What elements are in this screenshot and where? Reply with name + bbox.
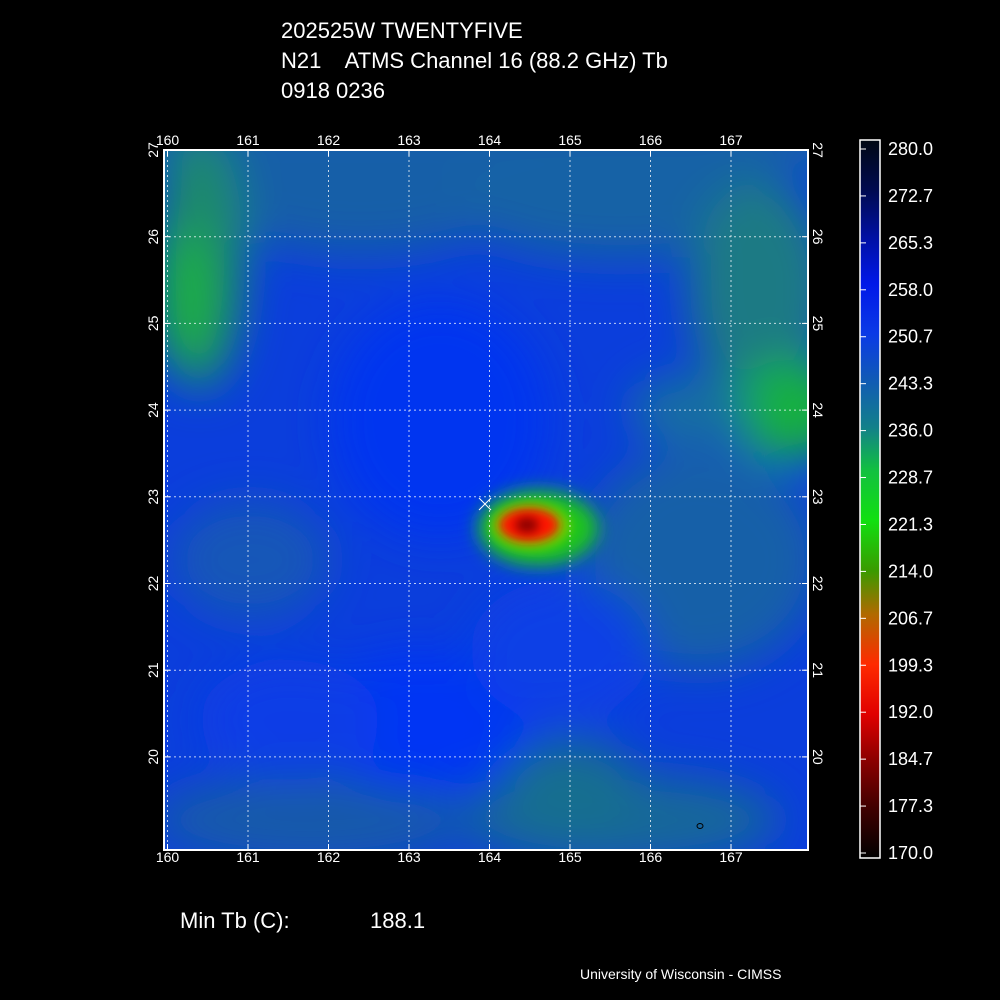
colorbar-tick-label: 199.3 [888, 655, 933, 675]
colorbar-tick-label: 177.3 [888, 796, 933, 816]
x-tick-label-bottom: 164 [478, 849, 502, 865]
grid-lines [164, 150, 808, 850]
credit-text: University of Wisconsin - CIMSS [580, 966, 782, 982]
y-tick-label-left: 23 [145, 489, 161, 505]
x-tick-label-top: 161 [236, 132, 260, 148]
y-tick-label-left: 21 [145, 662, 161, 678]
colorbar-tick-label: 228.7 [888, 468, 933, 488]
x-tick-label-top: 167 [719, 132, 743, 148]
colorbar-tick-label: 184.7 [888, 749, 933, 769]
plot-frame [163, 149, 809, 851]
x-tick-label-top: 166 [639, 132, 663, 148]
y-tick-label-left: 20 [145, 749, 161, 765]
heatmap-field [164, 150, 808, 850]
y-tick-label-right: 26 [810, 229, 826, 245]
colorbar-tick-label: 265.3 [888, 233, 933, 253]
x-tick-label-top: 164 [478, 132, 502, 148]
colorbar-tick-label: 280.0 [888, 139, 933, 159]
x-tick-label-top: 163 [397, 132, 421, 148]
title-line-time: 0918 0236 [281, 78, 385, 103]
x-tick-label-bottom: 162 [317, 849, 341, 865]
colorbar-tick-label: 250.7 [888, 327, 933, 347]
y-tick-label-right: 23 [810, 489, 826, 505]
x-tick-label-bottom: 163 [397, 849, 421, 865]
x-tick-label-bottom: 160 [156, 849, 180, 865]
colorbar-tick-label: 214.0 [888, 561, 933, 581]
colorbar-tick-label: 243.3 [888, 374, 933, 394]
x-tick-label-top: 160 [156, 132, 180, 148]
colorbar-tick-label: 192.0 [888, 702, 933, 722]
title-line-storm: 202525W TWENTYFIVE [281, 18, 523, 43]
axis-ticks: 160 160 161 161 162 162 163 163 164 164 165 165 166 1… [145, 132, 826, 865]
y-tick-label-right: 22 [810, 576, 826, 592]
y-tick-label-left: 26 [145, 229, 161, 245]
x-tick-label-top: 165 [558, 132, 582, 148]
colorbar-tick-label: 170.0 [888, 843, 933, 863]
x-tick-label-bottom: 165 [558, 849, 582, 865]
y-tick-label-right: 27 [810, 142, 826, 158]
title-line-sensor: N21 ATMS Channel 16 (88.2 GHz) Tb [281, 48, 668, 73]
storm-center-marker [478, 497, 492, 511]
y-tick-label-left: 25 [145, 315, 161, 331]
colorbar-tick-label: 221.3 [888, 514, 933, 534]
y-tick-label-right: 24 [810, 402, 826, 418]
x-tick-label-bottom: 167 [719, 849, 743, 865]
colorbar-ticks: 280.0 272.7 265.3 258.0 250.7 243.3 236.0 228.7… [860, 139, 933, 863]
y-tick-label-right: 21 [810, 662, 826, 678]
x-tick-label-bottom: 161 [236, 849, 260, 865]
x-tick-label-bottom: 166 [639, 849, 663, 865]
colorbar-tick-label: 236.0 [888, 421, 933, 441]
y-tick-label-left: 24 [145, 402, 161, 418]
x-tick-label-top: 162 [317, 132, 341, 148]
y-tick-label-right: 20 [810, 749, 826, 765]
y-tick-label-right: 25 [810, 316, 826, 332]
min-tb-value: 188.1 [370, 908, 426, 933]
y-tick-label-left: 27 [145, 142, 161, 158]
y-tick-label-left: 22 [145, 576, 161, 592]
colorbar-tick-label: 258.0 [888, 280, 933, 300]
colorbar [859, 139, 881, 859]
min-tb-label: Min Tb (C): [180, 908, 290, 933]
colorbar-tick-label: 206.7 [888, 608, 933, 628]
colorbar-tick-label: 272.7 [888, 186, 933, 206]
